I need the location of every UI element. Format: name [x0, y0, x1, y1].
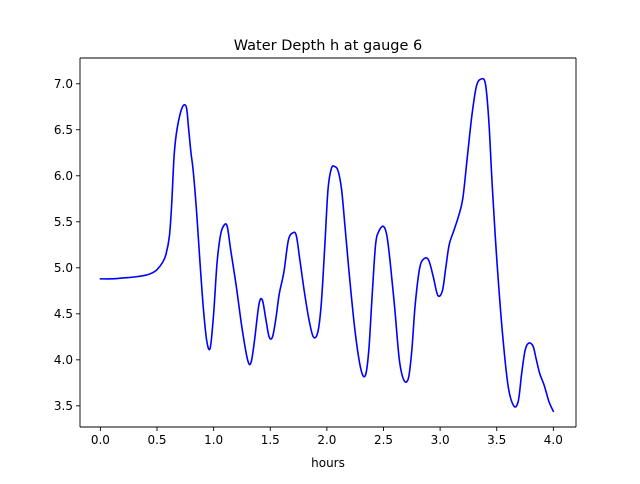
plot-area: [80, 58, 576, 427]
y-tick-label: 5.0: [54, 261, 73, 275]
series-layer: [99, 77, 555, 413]
chart-title: Water Depth h at gauge 6: [234, 38, 422, 54]
x-axis-ticks: 0.0 0.5 1.0 1.5 2.0 2.5 3.0 3.5 4.0: [91, 427, 563, 447]
x-tick-label: 0.0: [91, 433, 110, 447]
x-tick-label: 3.0: [431, 433, 450, 447]
y-tick-label: 7.0: [54, 77, 73, 91]
x-tick-label: 4.0: [544, 433, 563, 447]
x-axis-label: hours: [311, 456, 345, 470]
series-line-0: [99, 77, 555, 413]
y-tick-label: 4.0: [54, 353, 73, 367]
y-tick-label: 4.5: [54, 307, 73, 321]
y-tick-label: 5.5: [54, 215, 73, 229]
x-tick-label: 2.5: [374, 433, 393, 447]
x-tick-label: 2.0: [317, 433, 336, 447]
axes-layer: [79, 57, 577, 428]
y-tick-label: 3.5: [54, 399, 73, 413]
y-tick-label: 6.0: [54, 169, 73, 183]
x-tick-label: 3.5: [487, 433, 506, 447]
x-tick-label: 1.0: [204, 433, 223, 447]
y-tick-label: 6.5: [54, 123, 73, 137]
x-tick-label: 0.5: [147, 433, 166, 447]
x-tick-label: 1.5: [261, 433, 280, 447]
y-axis-ticks: 3.5 4.0 4.5 5.0 5.5 6.0 6.5 7.0: [54, 77, 80, 413]
